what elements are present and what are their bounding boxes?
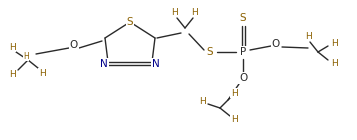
Text: O: O	[70, 40, 78, 50]
Text: N: N	[152, 59, 160, 69]
Text: H: H	[331, 38, 337, 47]
Text: H: H	[172, 8, 178, 17]
Text: H: H	[305, 32, 311, 40]
Text: H: H	[198, 97, 205, 107]
Text: H: H	[192, 8, 198, 17]
Text: H: H	[231, 88, 237, 97]
Text: S: S	[127, 17, 133, 27]
Text: H: H	[9, 43, 15, 52]
Text: S: S	[207, 47, 213, 57]
Text: H: H	[331, 59, 337, 67]
Text: S: S	[240, 13, 246, 23]
Text: O: O	[272, 39, 280, 49]
Text: H: H	[231, 116, 237, 124]
Text: O: O	[239, 73, 247, 83]
Text: P: P	[240, 47, 246, 57]
Text: H: H	[39, 68, 45, 78]
Text: N: N	[100, 59, 108, 69]
Text: H: H	[9, 69, 15, 79]
Text: H: H	[23, 52, 29, 60]
